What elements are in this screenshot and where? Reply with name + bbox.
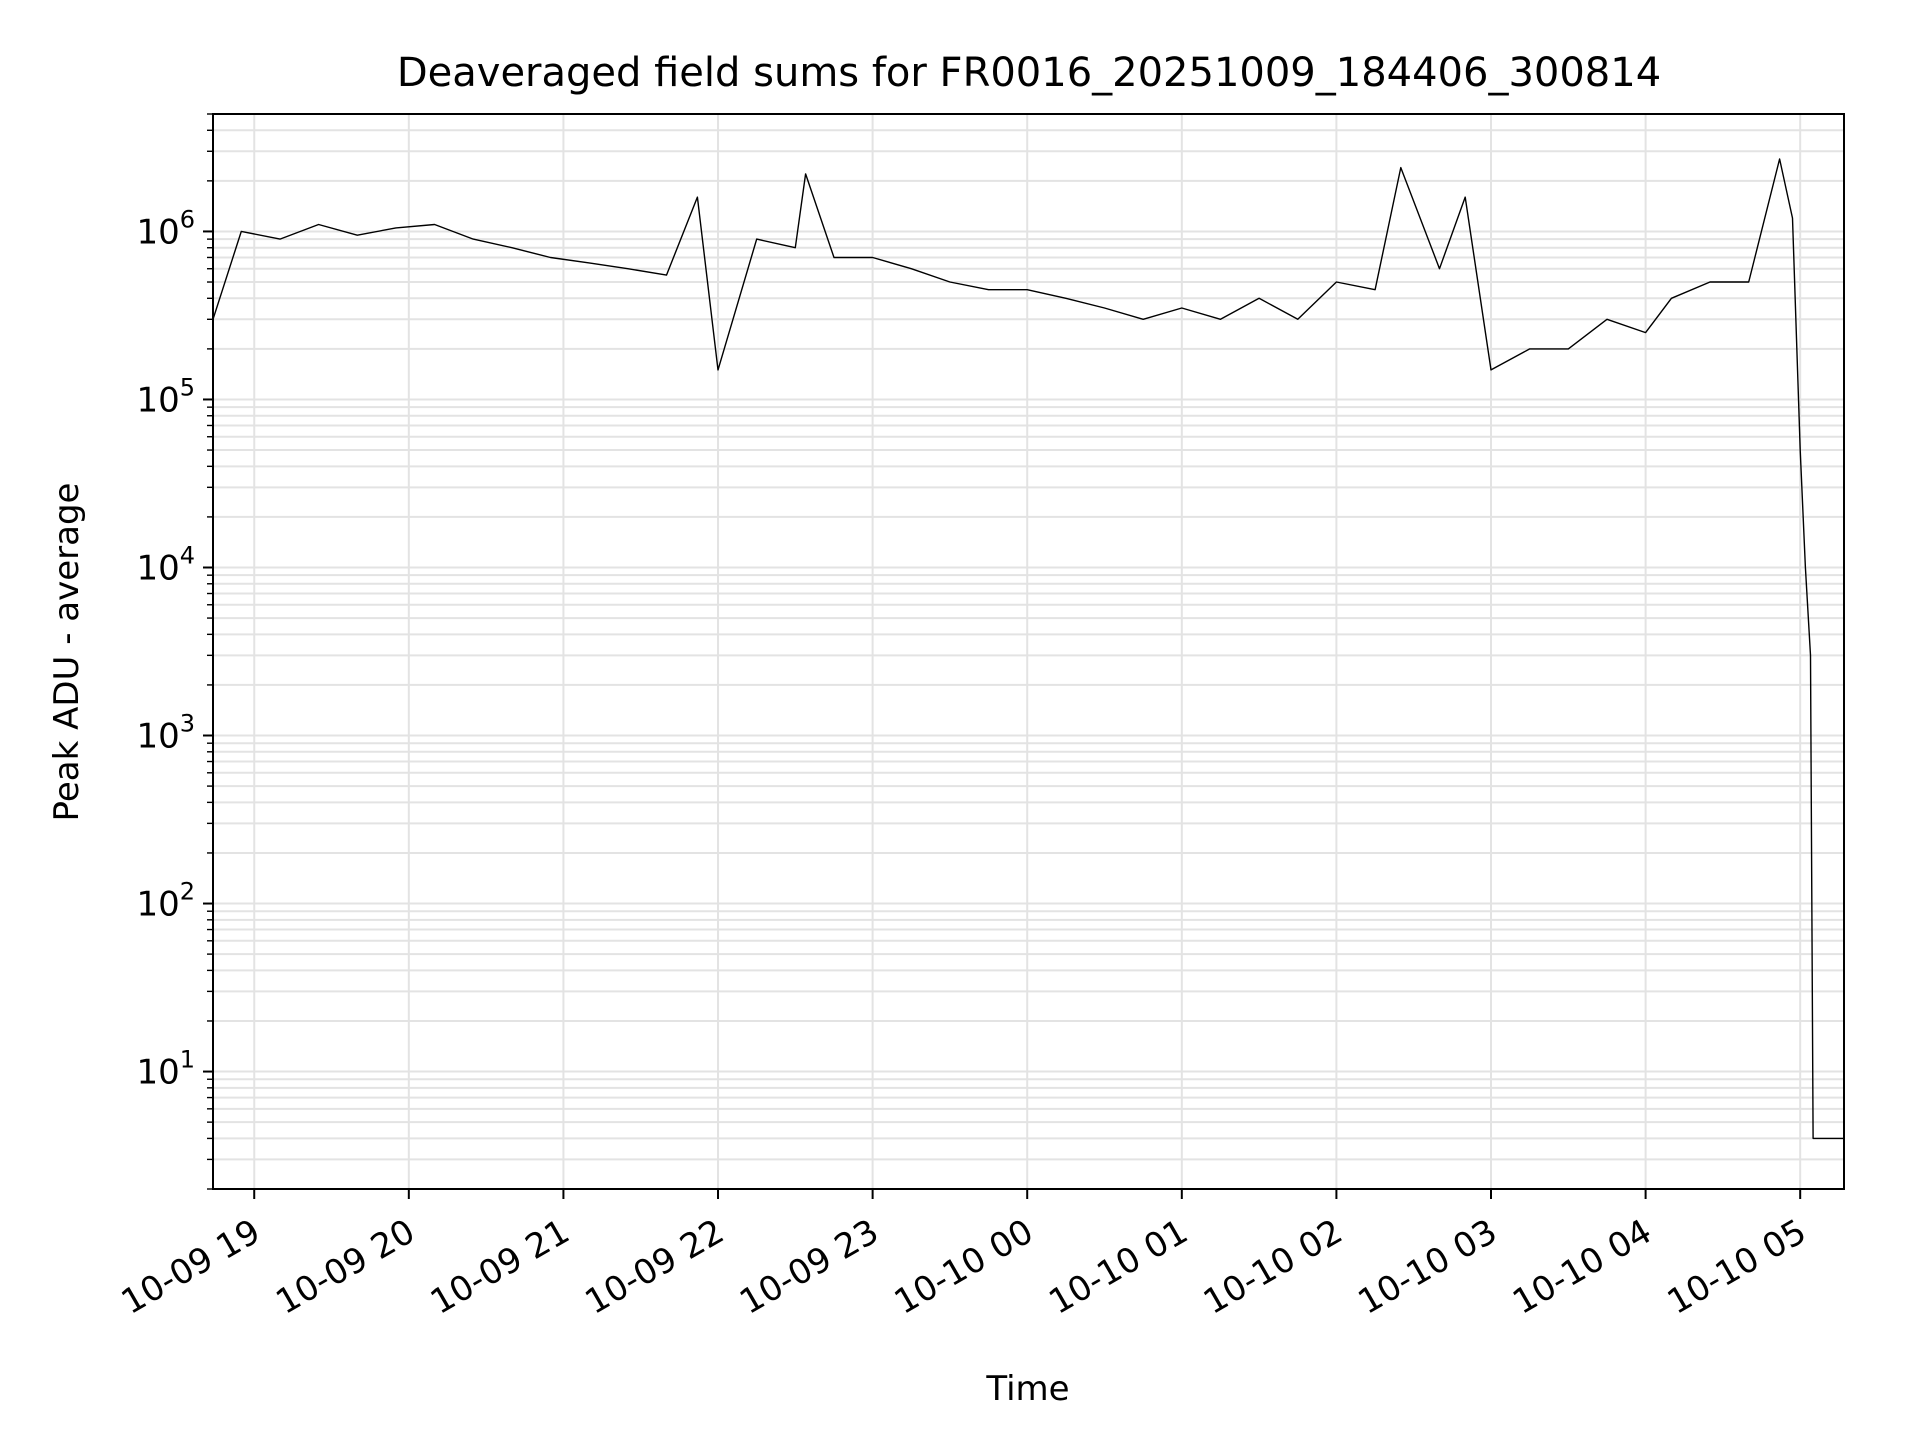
x-axis-label: Time: [985, 1369, 1069, 1409]
y-tick-label: 102: [136, 878, 195, 925]
x-tick-label: 10-09 19: [115, 1212, 267, 1323]
y-tick-label: 106: [136, 205, 195, 252]
x-tick-label: 10-09 23: [733, 1212, 885, 1323]
y-axis-label: Peak ADU - average: [47, 483, 87, 822]
y-tick-label: 101: [136, 1046, 195, 1093]
x-tick-label: 10-09 20: [269, 1212, 421, 1323]
x-tick-label: 10-10 04: [1506, 1212, 1658, 1323]
x-tick-label: 10-09 21: [424, 1212, 576, 1323]
grid-lines: [213, 113, 1844, 1190]
x-tick-label: 10-10 03: [1352, 1212, 1504, 1323]
y-tick-label: 105: [136, 373, 195, 420]
x-tick-label: 10-10 00: [888, 1212, 1040, 1323]
y-tick-label: 103: [136, 710, 195, 757]
series-line: [212, 158, 1844, 1140]
chart-title: Deaveraged field sums for FR0016_2025100…: [397, 50, 1661, 96]
x-tick-label: 10-09 22: [579, 1212, 731, 1323]
x-tick-label: 10-10 02: [1197, 1212, 1349, 1323]
plot-area-frame: [212, 113, 1845, 1190]
y-tick-label: 104: [136, 541, 195, 588]
x-tick-label: 10-10 01: [1042, 1212, 1194, 1323]
x-tick-label: 10-10 05: [1661, 1212, 1813, 1323]
